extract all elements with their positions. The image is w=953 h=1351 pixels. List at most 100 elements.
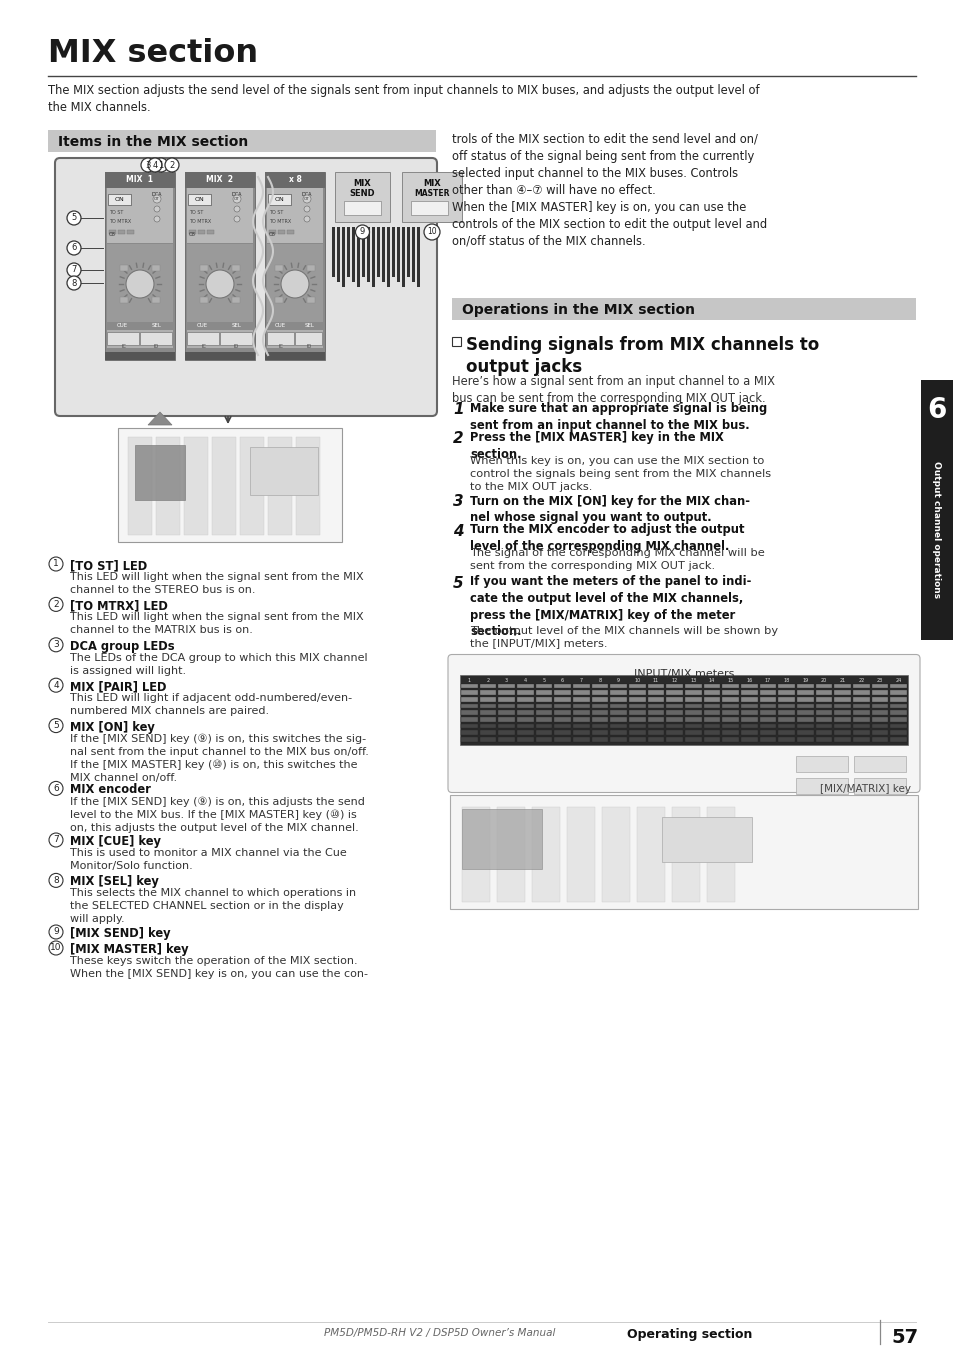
Bar — [684, 684, 700, 688]
Bar — [352, 227, 355, 282]
Bar — [573, 690, 589, 694]
Circle shape — [153, 216, 160, 222]
Bar — [381, 227, 385, 282]
Text: 23: 23 — [876, 678, 882, 684]
Text: TO ST: TO ST — [269, 209, 283, 215]
Bar — [684, 736, 700, 742]
Bar — [267, 330, 323, 349]
Bar — [460, 736, 477, 742]
Bar — [274, 297, 282, 303]
Bar — [740, 704, 757, 708]
Text: This is used to monitor a MIX channel via the Cue
Monitor/Solo function.: This is used to monitor a MIX channel vi… — [70, 848, 346, 871]
Bar — [889, 736, 906, 742]
Bar — [815, 684, 831, 688]
Bar — [207, 230, 213, 234]
Circle shape — [206, 270, 233, 299]
Text: DCA: DCA — [301, 192, 312, 197]
Bar — [759, 736, 776, 742]
Bar — [459, 674, 907, 744]
FancyBboxPatch shape — [140, 331, 172, 345]
Text: 9: 9 — [359, 227, 365, 236]
Bar — [721, 704, 739, 708]
Bar — [554, 736, 571, 742]
Bar — [517, 717, 533, 721]
Bar — [573, 717, 589, 721]
Bar — [387, 227, 390, 286]
Bar — [120, 265, 128, 270]
Bar — [372, 227, 375, 286]
Bar — [460, 697, 477, 701]
Bar — [871, 711, 887, 715]
Text: 11: 11 — [652, 678, 659, 684]
Bar — [479, 697, 496, 701]
Bar — [566, 807, 595, 901]
Text: If the [MIX SEND] key (⑨) is on, this adjusts the send
level to the MIX bus. If : If the [MIX SEND] key (⑨) is on, this ad… — [70, 796, 364, 834]
Bar — [479, 724, 496, 728]
Bar — [665, 697, 682, 701]
Bar — [684, 711, 700, 715]
Text: SEL: SEL — [232, 323, 242, 328]
Bar — [554, 711, 571, 715]
FancyBboxPatch shape — [411, 201, 448, 215]
Bar — [815, 724, 831, 728]
Bar — [871, 690, 887, 694]
Bar — [591, 690, 608, 694]
Bar — [871, 684, 887, 688]
Bar — [610, 717, 626, 721]
Text: MIX [PAIR] LED: MIX [PAIR] LED — [70, 680, 167, 693]
Bar — [295, 436, 319, 535]
Text: 10: 10 — [51, 943, 62, 952]
Bar — [834, 736, 850, 742]
Text: The LEDs of the DCA group to which this MIX channel
is assigned will light.: The LEDs of the DCA group to which this … — [70, 653, 367, 676]
Text: MIX encoder: MIX encoder — [70, 784, 151, 796]
Text: 2: 2 — [453, 431, 463, 446]
Bar — [815, 717, 831, 721]
Circle shape — [49, 781, 63, 796]
Text: CUE: CUE — [116, 323, 128, 328]
Bar — [740, 697, 757, 701]
Bar — [517, 711, 533, 715]
Bar — [740, 730, 757, 735]
Bar — [532, 807, 559, 901]
Text: DCA: DCA — [152, 192, 162, 197]
Bar — [573, 736, 589, 742]
Circle shape — [49, 638, 63, 651]
Bar — [628, 724, 645, 728]
Text: ON: ON — [115, 197, 125, 203]
Bar — [341, 227, 345, 286]
Circle shape — [304, 205, 310, 212]
Text: 17: 17 — [764, 678, 770, 684]
Text: 1: 1 — [467, 678, 471, 684]
Bar — [152, 265, 160, 270]
Text: MIX [SEL] key: MIX [SEL] key — [70, 875, 159, 889]
Text: This LED will light when the signal sent from the MIX
channel to the STEREO bus : This LED will light when the signal sent… — [70, 571, 363, 594]
Bar — [554, 717, 571, 721]
Bar — [601, 807, 629, 901]
Circle shape — [49, 678, 63, 692]
Bar — [852, 730, 869, 735]
Text: O8: O8 — [269, 232, 275, 238]
Bar — [105, 353, 174, 359]
Bar — [815, 690, 831, 694]
Bar — [706, 807, 734, 901]
Bar — [703, 690, 720, 694]
Bar — [852, 717, 869, 721]
Text: O8: O8 — [189, 232, 195, 238]
FancyBboxPatch shape — [268, 193, 292, 204]
Bar — [109, 230, 116, 234]
Bar — [889, 704, 906, 708]
Circle shape — [67, 211, 81, 226]
Circle shape — [49, 597, 63, 612]
Bar — [105, 172, 174, 359]
Bar — [740, 724, 757, 728]
FancyBboxPatch shape — [450, 794, 917, 908]
Bar — [853, 777, 905, 793]
Text: MIX  1: MIX 1 — [127, 176, 153, 185]
Bar — [778, 717, 794, 721]
Text: 22: 22 — [858, 678, 863, 684]
Text: Operating section: Operating section — [627, 1328, 752, 1342]
Bar — [852, 711, 869, 715]
Text: TO MTRX: TO MTRX — [189, 219, 211, 224]
Bar — [376, 227, 379, 277]
Text: MIX  2: MIX 2 — [206, 176, 233, 185]
